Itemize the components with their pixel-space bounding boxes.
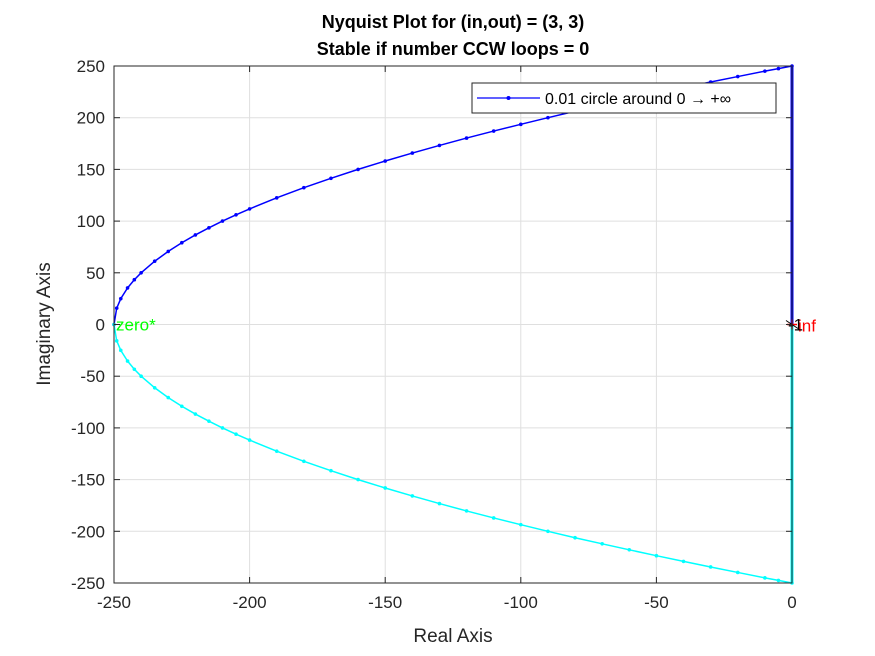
series-1-point: [410, 151, 415, 155]
annotation-2: inf: [798, 317, 816, 336]
series-1-point: [356, 167, 360, 172]
series-1-point: [302, 185, 306, 190]
series-3-point: [464, 509, 469, 513]
series-3-point: [708, 565, 713, 569]
series-3-point: [220, 426, 225, 430]
series-3-point: [180, 404, 184, 409]
y-tick-label: -100: [71, 419, 105, 438]
x-axis-label: Real Axis: [413, 626, 492, 647]
series-3-point: [193, 412, 198, 416]
x-tick-label: -100: [504, 593, 538, 612]
series-3-point: [546, 529, 550, 534]
series-1-point: [735, 74, 740, 79]
chart-title: Nyquist Plot for (in,out) = (3, 3): [322, 12, 585, 32]
y-tick-label: -200: [71, 522, 105, 541]
series-3-point: [356, 477, 360, 482]
series-1-point: [166, 249, 171, 254]
series-3-point: [627, 548, 632, 552]
x-tick-label: -250: [97, 593, 131, 612]
annotation-1: zero*: [116, 316, 156, 335]
series-1-point: [207, 226, 211, 230]
series-1-point: [114, 306, 119, 310]
y-tick-label: -150: [71, 471, 105, 490]
y-tick-label: 250: [77, 57, 105, 76]
series-3-point: [600, 542, 604, 546]
legend: 0.01 circle around 0 → +∞: [471, 82, 777, 114]
series-1-point: [329, 176, 333, 181]
series-3-point: [139, 374, 143, 379]
series-3-point: [735, 570, 740, 575]
series-1-point: [125, 286, 130, 290]
x-tick-label: -200: [233, 593, 267, 612]
series-1-point: [132, 277, 137, 282]
series-1-point: [776, 66, 781, 71]
series-3-point: [383, 486, 388, 490]
series-1-point: [139, 271, 143, 275]
y-tick-label: -250: [71, 574, 105, 593]
y-tick-label: 100: [77, 212, 105, 231]
series-3-point: [207, 419, 211, 423]
series-1-point: [193, 233, 198, 237]
series-3-point: [329, 468, 333, 473]
series-3-point: [234, 432, 238, 437]
series-3-point: [152, 385, 157, 390]
legend-marker-sample: [506, 96, 511, 100]
series-3-point: [132, 367, 137, 372]
series-1-point: [180, 240, 184, 245]
series-3-point: [654, 553, 659, 558]
series-1-point: [519, 122, 523, 127]
series-1-point: [220, 219, 225, 223]
series-1-point: [437, 143, 442, 148]
series-3-point: [573, 535, 577, 540]
legend-entry-1: 0.01 circle around 0 → +∞: [545, 91, 731, 108]
y-tick-label: -50: [80, 367, 105, 386]
x-tick-label: 0: [787, 593, 796, 612]
series-3-point: [519, 522, 523, 527]
series-3-point: [302, 459, 306, 464]
x-ticks: -250 -200 -150 -100 -50 0: [97, 66, 797, 612]
series-1-point: [274, 196, 279, 200]
series-1-point: [491, 129, 496, 133]
x-tick-label: -50: [644, 593, 669, 612]
y-tick-label: 50: [86, 264, 105, 283]
series-1-point: [464, 136, 469, 140]
series-3-point: [114, 339, 119, 343]
series-1-point: [383, 159, 388, 163]
series-1-point: [118, 296, 123, 301]
series-3-point: [491, 516, 496, 520]
series-1-point: [234, 212, 238, 217]
series-3-point: [166, 395, 171, 400]
y-tick-label: 150: [77, 160, 105, 179]
series-3-point: [125, 359, 130, 363]
chart-subtitle: Stable if number CCW loops = 0: [317, 39, 590, 59]
y-axis-label: Imaginary Axis: [34, 262, 55, 386]
series-3-point: [763, 576, 767, 580]
y-ticks: -250 -200 -150 -100 -50 0 50 100 150 200 250: [71, 57, 792, 593]
series-1-point: [763, 69, 767, 73]
x-tick-label: -150: [368, 593, 402, 612]
series-3-point: [410, 494, 415, 498]
series-1-point: [247, 207, 252, 211]
y-tick-label: 0: [96, 316, 105, 335]
series-3-point: [274, 449, 279, 453]
series-3-point: [437, 501, 442, 506]
series-1-point: [152, 259, 157, 264]
series-3-point: [776, 578, 781, 583]
series-1-point: [546, 115, 550, 120]
y-tick-label: 200: [77, 109, 105, 128]
series-3-point: [247, 438, 252, 442]
series-3-point: [681, 559, 686, 564]
series-3-point: [118, 348, 123, 353]
